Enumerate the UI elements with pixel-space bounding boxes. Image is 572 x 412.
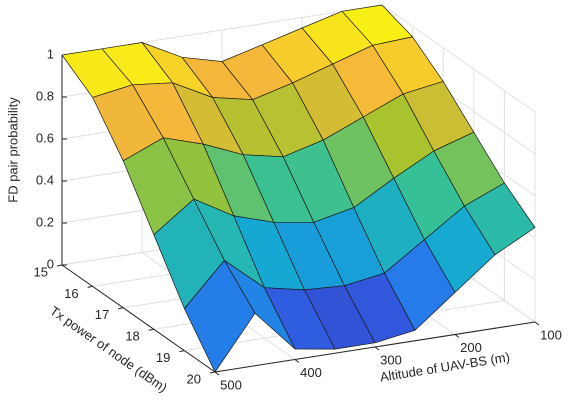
z-tick-label: 0 <box>47 256 54 271</box>
z-tick-label: 0.8 <box>36 88 54 103</box>
surface <box>61 4 536 373</box>
x-tick <box>534 321 540 326</box>
y-tick <box>87 285 93 288</box>
x-tick <box>374 346 380 351</box>
z-tick-label: 1 <box>47 46 54 61</box>
surface-patch <box>184 260 256 373</box>
z-tick-label: 0.6 <box>36 130 54 145</box>
x-tick-label: 500 <box>220 377 242 392</box>
y-tick-label: 18 <box>125 329 139 344</box>
y-tick <box>118 307 124 310</box>
x-tick-label: 200 <box>460 340 482 355</box>
y-tick <box>179 350 185 353</box>
y-tick-label: 19 <box>156 350 170 365</box>
axis-line <box>214 321 536 373</box>
z-axis-label: FD pair probability <box>5 97 20 203</box>
y-tick-label: 16 <box>64 286 78 301</box>
y-tick-label: 15 <box>34 264 48 279</box>
y-tick-label: 17 <box>95 307 109 322</box>
x-tick <box>454 334 460 338</box>
y-tick <box>56 264 63 267</box>
x-tick <box>214 371 220 376</box>
x-tick <box>294 359 300 363</box>
axis-line <box>61 264 216 373</box>
y-tick <box>148 328 154 331</box>
y-tick-label: 20 <box>187 371 201 386</box>
x-tick-label: 400 <box>300 365 322 380</box>
z-tick-label: 0.4 <box>36 172 54 187</box>
x-tick-label: 100 <box>540 327 562 342</box>
y-tick <box>209 371 216 374</box>
x-tick-label: 300 <box>380 352 402 367</box>
z-tick-label: 0.2 <box>36 214 54 229</box>
